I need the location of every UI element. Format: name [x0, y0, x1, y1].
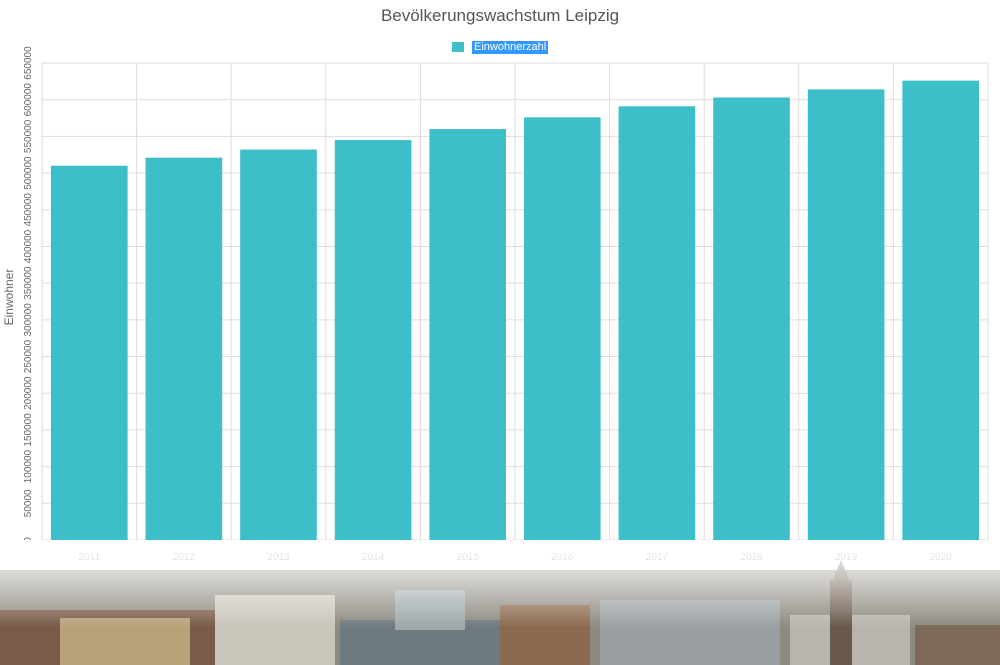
- y-tick-label: 300000: [23, 303, 34, 337]
- x-tick-label: 2020: [930, 552, 953, 563]
- y-tick-label: 200000: [23, 376, 34, 410]
- legend-swatch: [452, 42, 464, 52]
- bar-2012[interactable]: [145, 157, 223, 541]
- y-tick-label: 600000: [23, 83, 34, 117]
- bar-2011[interactable]: [50, 165, 128, 540]
- y-tick-label: 550000: [23, 119, 34, 153]
- y-tick-label: 150000: [23, 413, 34, 447]
- bar-2013[interactable]: [240, 149, 317, 540]
- chart-title: Bevölkerungswachstum Leipzig: [380, 6, 620, 25]
- legend[interactable]: Einwohnerzahl: [452, 40, 549, 54]
- y-tick-label: 500000: [23, 156, 34, 190]
- y-tick-label: 100000: [23, 449, 34, 483]
- y-tick-label: 650000: [23, 46, 34, 80]
- bar-2014[interactable]: [334, 140, 412, 541]
- bar-2017[interactable]: [618, 106, 696, 540]
- y-tick-label: 250000: [23, 339, 34, 373]
- y-tick-label: 400000: [23, 229, 34, 263]
- x-tick-label: 2018: [740, 552, 763, 563]
- legend-label-einwohnerzahl: Einwohnerzahl: [472, 40, 549, 54]
- y-tick-label: 450000: [23, 193, 34, 227]
- y-tick-label: 50000: [23, 489, 34, 517]
- x-tick-label: 2013: [267, 552, 290, 563]
- bar-2015[interactable]: [429, 129, 507, 541]
- bar-2020[interactable]: [902, 80, 980, 540]
- bar-2018[interactable]: [713, 97, 790, 540]
- bar-2019[interactable]: [807, 89, 885, 541]
- y-tick-label: 350000: [23, 266, 34, 300]
- x-tick-label: 2014: [362, 552, 385, 563]
- bar-2016[interactable]: [523, 117, 601, 540]
- x-tick-label: 2017: [646, 552, 669, 563]
- x-tick-label: 2019: [835, 552, 858, 563]
- x-tick-label: 2015: [457, 552, 480, 563]
- y-tick-label: 0: [23, 537, 34, 543]
- x-tick-label: 2016: [551, 552, 574, 563]
- x-tick-label: 2012: [173, 552, 196, 563]
- x-tick-label: 2011: [79, 552, 101, 563]
